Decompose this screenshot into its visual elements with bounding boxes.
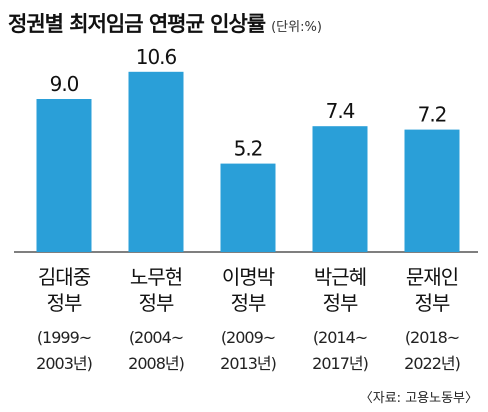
category-label-suffix: 정부 [323, 291, 358, 315]
data-label: 10.6 [136, 45, 177, 69]
category-label-period-start: (2004~ [129, 328, 183, 347]
category-label-period-end: 2003년) [36, 354, 92, 373]
data-label: 7.2 [418, 103, 447, 127]
category-label-suffix: 정부 [231, 291, 266, 315]
unit-label: (단위:%) [271, 20, 322, 35]
category-label-name: 이명박 [222, 265, 275, 289]
category-label-name: 박근혜 [314, 265, 366, 289]
category-label-period-start: (2009~ [221, 328, 275, 347]
category-label-name: 김대중 [38, 265, 91, 289]
category-label-name: 문재인 [406, 265, 458, 289]
category-label-period-end: 2022년) [404, 354, 460, 373]
data-label: 7.4 [326, 99, 355, 123]
category-label-suffix: 정부 [415, 291, 450, 315]
category-label-period-start: (1999~ [37, 328, 91, 347]
source-note: 〈자료: 고용노동부〉 [359, 391, 478, 406]
data-label: 9.0 [50, 72, 79, 96]
category-label-suffix: 정부 [139, 291, 174, 315]
bar [312, 126, 368, 252]
category-label-period-end: 2008년) [128, 354, 184, 373]
category-label-period-end: 2017년) [312, 354, 368, 373]
bar [128, 71, 184, 252]
category-label-suffix: 정부 [47, 291, 82, 315]
bar [36, 99, 92, 252]
data-label: 5.2 [234, 137, 263, 161]
bar [404, 129, 460, 252]
category-label-period-start: (2018~ [405, 328, 459, 347]
bar [220, 163, 276, 252]
category-label-period-end: 2013년) [220, 354, 276, 373]
chart-title: 정권별 최저임금 연평균 인상률 [8, 12, 266, 36]
category-label-name: 노무현 [130, 265, 182, 289]
title-row: 정권별 최저임금 연평균 인상률 (단위:%) [8, 8, 322, 38]
category-label-period-start: (2014~ [313, 328, 367, 347]
